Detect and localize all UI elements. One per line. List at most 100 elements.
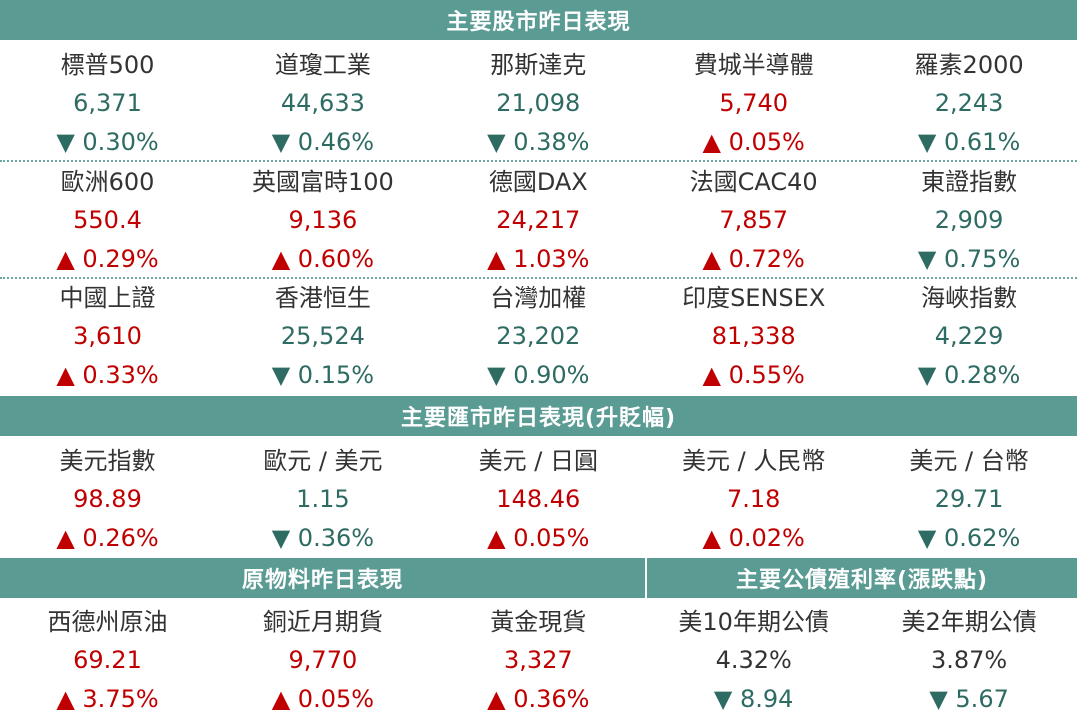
instrument-label: 法國CAC40: [689, 167, 818, 196]
instrument-label: 美2年期公債: [901, 608, 1037, 636]
instrument-value: 550.4: [73, 205, 142, 234]
instrument-value: 3.87%: [930, 646, 1008, 674]
instrument-label: 羅素2000: [914, 51, 1024, 79]
instrument-value: 29.71: [934, 485, 1004, 513]
stock-cell: 香港恒生 25,524 ▼ 0.15%: [215, 279, 430, 395]
bond-cell: 美10年期公債 4.32% ▼ 8.94: [646, 603, 861, 719]
change-down: ▼ 0.38%: [487, 128, 590, 156]
instrument-label: 印度SENSEX: [682, 284, 826, 312]
instrument-label: 台灣加權: [490, 284, 587, 312]
change-down: ▼ 0.36%: [271, 524, 375, 552]
instrument-label: 東證指數: [921, 167, 1018, 196]
stock-cell: 羅素2000 2,243 ▼ 0.61%: [862, 46, 1077, 162]
instrument-label: 香港恒生: [274, 284, 371, 312]
instrument-label: 美元 / 台幣: [909, 447, 1029, 475]
instrument-label: 海峽指數: [921, 284, 1018, 312]
instrument-label: 美10年期公債: [678, 608, 829, 636]
fx-cell: 美元 / 台幣 29.71 ▼ 0.62%: [862, 442, 1077, 558]
stock-cell: 費城半導體 5,740 ▲ 0.05%: [646, 46, 861, 162]
instrument-value: 148.46: [496, 485, 581, 513]
instrument-label: 德國DAX: [488, 167, 588, 196]
instrument-label: 美元指數: [59, 447, 156, 475]
header-divider: [645, 558, 647, 598]
commodities-section-header: 原物料昨日表現: [0, 558, 645, 598]
change-down: ▼ 0.30%: [56, 128, 159, 156]
stock-cell: 印度SENSEX 81,338 ▲ 0.55%: [646, 279, 861, 395]
stock-cell: 那斯達克 21,098 ▼ 0.38%: [431, 46, 646, 162]
instrument-value: 2,243: [934, 89, 1004, 117]
change-down: ▼ 0.28%: [917, 361, 1021, 389]
instrument-label: 美元 / 日圓: [478, 447, 598, 475]
stock-cell: 英國富時100 9,136 ▲ 0.60%: [215, 163, 430, 279]
instrument-value: 4.32%: [715, 646, 792, 674]
instrument-value: 81,338: [711, 322, 796, 350]
stock-cell: 東證指數 2,909 ▼ 0.75%: [862, 163, 1077, 279]
instrument-label: 中國上證: [59, 284, 156, 312]
stocks-section-header: 主要股市昨日表現: [0, 0, 1077, 40]
instrument-label: 道瓊工業: [274, 51, 371, 79]
change-down: ▼ 5.67: [929, 685, 1009, 713]
instrument-label: 歐元 / 美元: [263, 447, 383, 475]
change-up: ▲ 0.26%: [56, 524, 159, 552]
stock-cell: 海峽指數 4,229 ▼ 0.28%: [862, 279, 1077, 395]
change-up: ▲ 0.33%: [56, 361, 159, 389]
instrument-value: 3,327: [503, 646, 573, 674]
instrument-value: 2,909: [934, 205, 1004, 234]
commodity-cell: 銅近月期貨 9,770 ▲ 0.05%: [215, 603, 430, 719]
change-up: ▲ 3.75%: [56, 685, 159, 713]
instrument-value: 7.18: [726, 485, 781, 513]
instrument-label: 銅近月期貨: [262, 608, 383, 636]
instrument-value: 21,098: [496, 89, 581, 117]
change-up: ▲ 0.05%: [487, 524, 590, 552]
bond-cell: 美2年期公債 3.87% ▼ 5.67: [862, 603, 1077, 719]
stock-row: 歐洲600 550.4 ▲ 0.29% 英國富時100 9,136 ▲ 0.60% 德國DA…: [0, 163, 1077, 279]
change-down: ▼ 0.75%: [917, 244, 1021, 273]
change-up: ▲ 0.29%: [56, 244, 159, 273]
instrument-value: 3,610: [73, 322, 142, 350]
instrument-value: 4,229: [934, 322, 1004, 350]
fx-grid: 美元指數 98.89 ▲ 0.26% 歐元 / 美元 1.15 ▼ 0.36% 美元 / 日…: [0, 442, 1077, 558]
instrument-label: 美元 / 人民幣: [682, 447, 826, 475]
instrument-value: 5,740: [719, 89, 789, 117]
stock-cell: 歐洲600 550.4 ▲ 0.29%: [0, 163, 215, 279]
row-divider: [0, 160, 1077, 162]
change-down: ▼ 8.94: [713, 685, 794, 713]
stock-cell: 德國DAX 24,217 ▲ 1.03%: [431, 163, 646, 279]
instrument-value: 98.89: [73, 485, 142, 513]
change-up: ▲ 0.60%: [271, 244, 375, 273]
instrument-value: 9,136: [288, 205, 358, 234]
change-up: ▲ 0.72%: [702, 244, 805, 273]
instrument-label: 標普500: [60, 51, 155, 79]
instrument-value: 69.21: [73, 646, 142, 674]
stock-cell: 中國上證 3,610 ▲ 0.33%: [0, 279, 215, 395]
fx-cell: 歐元 / 美元 1.15 ▼ 0.36%: [215, 442, 430, 558]
instrument-label: 歐洲600: [60, 167, 155, 196]
stock-cell: 道瓊工業 44,633 ▼ 0.46%: [215, 46, 430, 162]
row-divider: [0, 277, 1077, 279]
change-down: ▼ 0.62%: [917, 524, 1021, 552]
stock-cell: 法國CAC40 7,857 ▲ 0.72%: [646, 163, 861, 279]
fx-cell: 美元 / 人民幣 7.18 ▲ 0.02%: [646, 442, 861, 558]
stock-cell: 標普500 6,371 ▼ 0.30%: [0, 46, 215, 162]
fx-cell: 美元 / 日圓 148.46 ▲ 0.05%: [431, 442, 646, 558]
instrument-value: 24,217: [496, 205, 581, 234]
change-down: ▼ 0.46%: [271, 128, 375, 156]
instrument-value: 1.15: [296, 485, 350, 513]
change-down: ▼ 0.90%: [487, 361, 590, 389]
stock-row: 標普500 6,371 ▼ 0.30% 道瓊工業 44,633 ▼ 0.46% 那斯達克 21…: [0, 46, 1077, 162]
instrument-value: 6,371: [73, 89, 142, 117]
change-up: ▲ 0.02%: [702, 524, 805, 552]
change-up: ▲ 0.05%: [702, 128, 805, 156]
change-up: ▲ 0.05%: [271, 685, 375, 713]
instrument-value: 9,770: [288, 646, 358, 674]
change-up: ▲ 1.03%: [487, 244, 590, 273]
stocks-grid: 標普500 6,371 ▼ 0.30% 道瓊工業 44,633 ▼ 0.46% 那斯達克 21…: [0, 46, 1077, 391]
instrument-label: 那斯達克: [490, 51, 587, 79]
commodity-cell: 黃金現貨 3,327 ▲ 0.36%: [431, 603, 646, 719]
instrument-value: 23,202: [496, 322, 581, 350]
change-down: ▼ 0.15%: [271, 361, 375, 389]
instrument-label: 英國富時100: [251, 167, 394, 196]
commodity-cell: 西德州原油 69.21 ▲ 3.75%: [0, 603, 215, 719]
bonds-section-header: 主要公債殖利率(漲跌點): [647, 558, 1077, 598]
